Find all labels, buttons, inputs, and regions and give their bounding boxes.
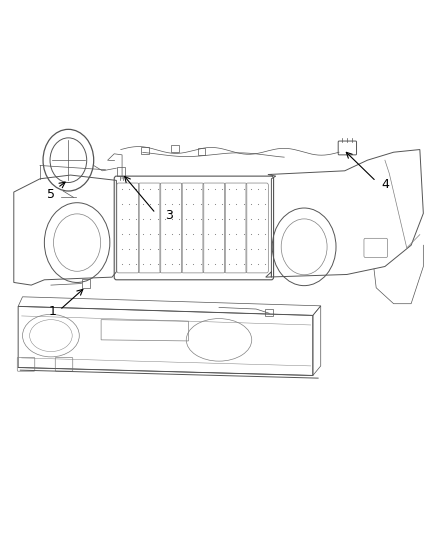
Text: 1: 1 [49,305,57,318]
Bar [82,279,90,288]
Bar [265,309,273,317]
Bar [141,147,149,155]
Text: 5: 5 [47,188,55,201]
Bar [198,148,205,156]
Text: 3: 3 [165,209,173,222]
Bar [171,145,179,152]
Text: 4: 4 [381,177,389,191]
Bar [117,166,125,176]
